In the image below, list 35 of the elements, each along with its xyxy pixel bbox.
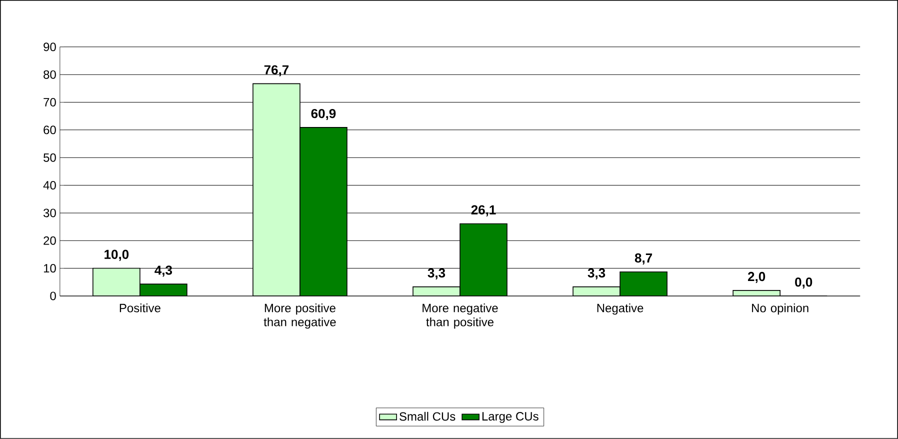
bar: [140, 284, 187, 296]
bar: [413, 286, 460, 296]
x-tick-label: No opinion: [752, 304, 808, 315]
data-label: 76,7: [264, 65, 289, 76]
y-tick-label: 80: [44, 70, 56, 79]
bar: [92, 268, 140, 296]
bar: [300, 127, 347, 296]
data-label: 26,1: [471, 205, 496, 216]
y-tick-label: 0: [50, 292, 56, 300]
y-tick-label: 50: [44, 153, 56, 162]
bar: [460, 223, 508, 296]
bar: [252, 84, 300, 296]
bar: [573, 286, 620, 296]
data-label: 3,3: [428, 268, 446, 280]
x-tick-label: More negative than positive: [422, 304, 498, 329]
data-label: 60,9: [311, 108, 336, 120]
data-label: 2,0: [748, 272, 766, 284]
y-tick-label: 60: [44, 126, 56, 134]
data-label: 10,0: [104, 250, 129, 261]
y-tick-label: 30: [44, 208, 56, 218]
x-tick-label: Negative: [597, 304, 644, 315]
y-tick-label: 70: [44, 98, 56, 107]
data-label: 0,0: [795, 278, 812, 289]
legend-label: Large CUs: [482, 412, 538, 423]
data-label: 4,3: [154, 266, 172, 277]
x-tick-label: Positive: [120, 304, 160, 312]
data-label: 8,7: [634, 253, 652, 265]
y-tick-label: 10: [44, 264, 56, 273]
y-tick-label: 40: [43, 181, 56, 190]
y-tick-label: 90: [44, 42, 56, 52]
data-label: 3,3: [588, 268, 606, 280]
bar: [620, 272, 668, 296]
x-tick-label: More positive than negative: [264, 304, 336, 329]
y-tick-label: 20: [44, 236, 56, 245]
legend-label: Small CUs: [400, 412, 456, 421]
